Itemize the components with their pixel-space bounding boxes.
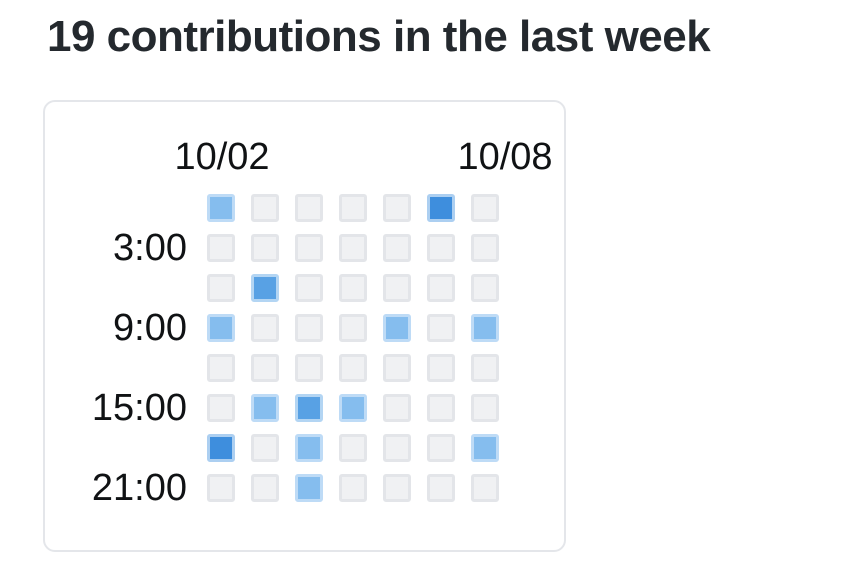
heatmap-cell[interactable] — [339, 194, 367, 222]
heatmap-cell[interactable] — [471, 394, 499, 422]
heatmap-cell[interactable] — [427, 194, 455, 222]
heatmap-cell[interactable] — [471, 354, 499, 382]
x-axis-label-start: 10/02 — [174, 136, 270, 178]
page-title: 19 contributions in the last week — [47, 12, 711, 61]
heatmap-cell[interactable] — [295, 274, 323, 302]
heatmap-cell[interactable] — [339, 354, 367, 382]
heatmap-cell[interactable] — [207, 314, 235, 342]
heatmap-cell[interactable] — [339, 474, 367, 502]
heatmap-cell[interactable] — [339, 434, 367, 462]
contributions-heatmap — [207, 194, 499, 502]
heatmap-cell[interactable] — [471, 314, 499, 342]
y-axis-label-3-00: 3:00 — [113, 227, 187, 269]
heatmap-cell[interactable] — [295, 474, 323, 502]
heatmap-cell[interactable] — [471, 474, 499, 502]
heatmap-cell[interactable] — [251, 274, 279, 302]
heatmap-cell[interactable] — [427, 314, 455, 342]
heatmap-cell[interactable] — [427, 394, 455, 422]
heatmap-cell[interactable] — [427, 354, 455, 382]
heatmap-cell[interactable] — [471, 234, 499, 262]
heatmap-cell[interactable] — [383, 354, 411, 382]
heatmap-cell[interactable] — [383, 394, 411, 422]
heatmap-cell[interactable] — [295, 234, 323, 262]
heatmap-cell[interactable] — [251, 474, 279, 502]
y-axis-label-9-00: 9:00 — [113, 307, 187, 349]
x-axis-label-end: 10/08 — [457, 136, 553, 178]
heatmap-cell[interactable] — [295, 354, 323, 382]
contributions-card: 10/02 10/08 3:00 9:00 15:00 21:00 — [43, 100, 566, 552]
heatmap-cell[interactable] — [427, 234, 455, 262]
heatmap-cell[interactable] — [251, 234, 279, 262]
heatmap-cell[interactable] — [207, 234, 235, 262]
heatmap-cell[interactable] — [471, 194, 499, 222]
heatmap-cell[interactable] — [207, 354, 235, 382]
heatmap-cell[interactable] — [383, 474, 411, 502]
heatmap-cell[interactable] — [339, 234, 367, 262]
heatmap-cell[interactable] — [471, 434, 499, 462]
heatmap-cell[interactable] — [207, 434, 235, 462]
heatmap-cell[interactable] — [207, 194, 235, 222]
heatmap-cell[interactable] — [383, 434, 411, 462]
heatmap-cell[interactable] — [383, 234, 411, 262]
heatmap-cell[interactable] — [383, 314, 411, 342]
heatmap-cell[interactable] — [207, 274, 235, 302]
heatmap-cell[interactable] — [251, 434, 279, 462]
heatmap-cell[interactable] — [295, 194, 323, 222]
heatmap-cell[interactable] — [207, 474, 235, 502]
heatmap-cell[interactable] — [339, 394, 367, 422]
heatmap-cell[interactable] — [383, 274, 411, 302]
y-axis-label-15-00: 15:00 — [91, 387, 187, 429]
heatmap-cell[interactable] — [251, 194, 279, 222]
heatmap-cell[interactable] — [295, 434, 323, 462]
heatmap-cell[interactable] — [207, 394, 235, 422]
heatmap-cell[interactable] — [383, 194, 411, 222]
heatmap-cell[interactable] — [471, 274, 499, 302]
heatmap-cell[interactable] — [295, 394, 323, 422]
heatmap-cell[interactable] — [251, 394, 279, 422]
heatmap-cell[interactable] — [339, 314, 367, 342]
heatmap-cell[interactable] — [295, 314, 323, 342]
heatmap-cell[interactable] — [251, 354, 279, 382]
heatmap-cell[interactable] — [339, 274, 367, 302]
heatmap-cell[interactable] — [427, 474, 455, 502]
y-axis-label-21-00: 21:00 — [91, 467, 187, 509]
heatmap-cell[interactable] — [427, 274, 455, 302]
heatmap-cell[interactable] — [427, 434, 455, 462]
heatmap-cell[interactable] — [251, 314, 279, 342]
